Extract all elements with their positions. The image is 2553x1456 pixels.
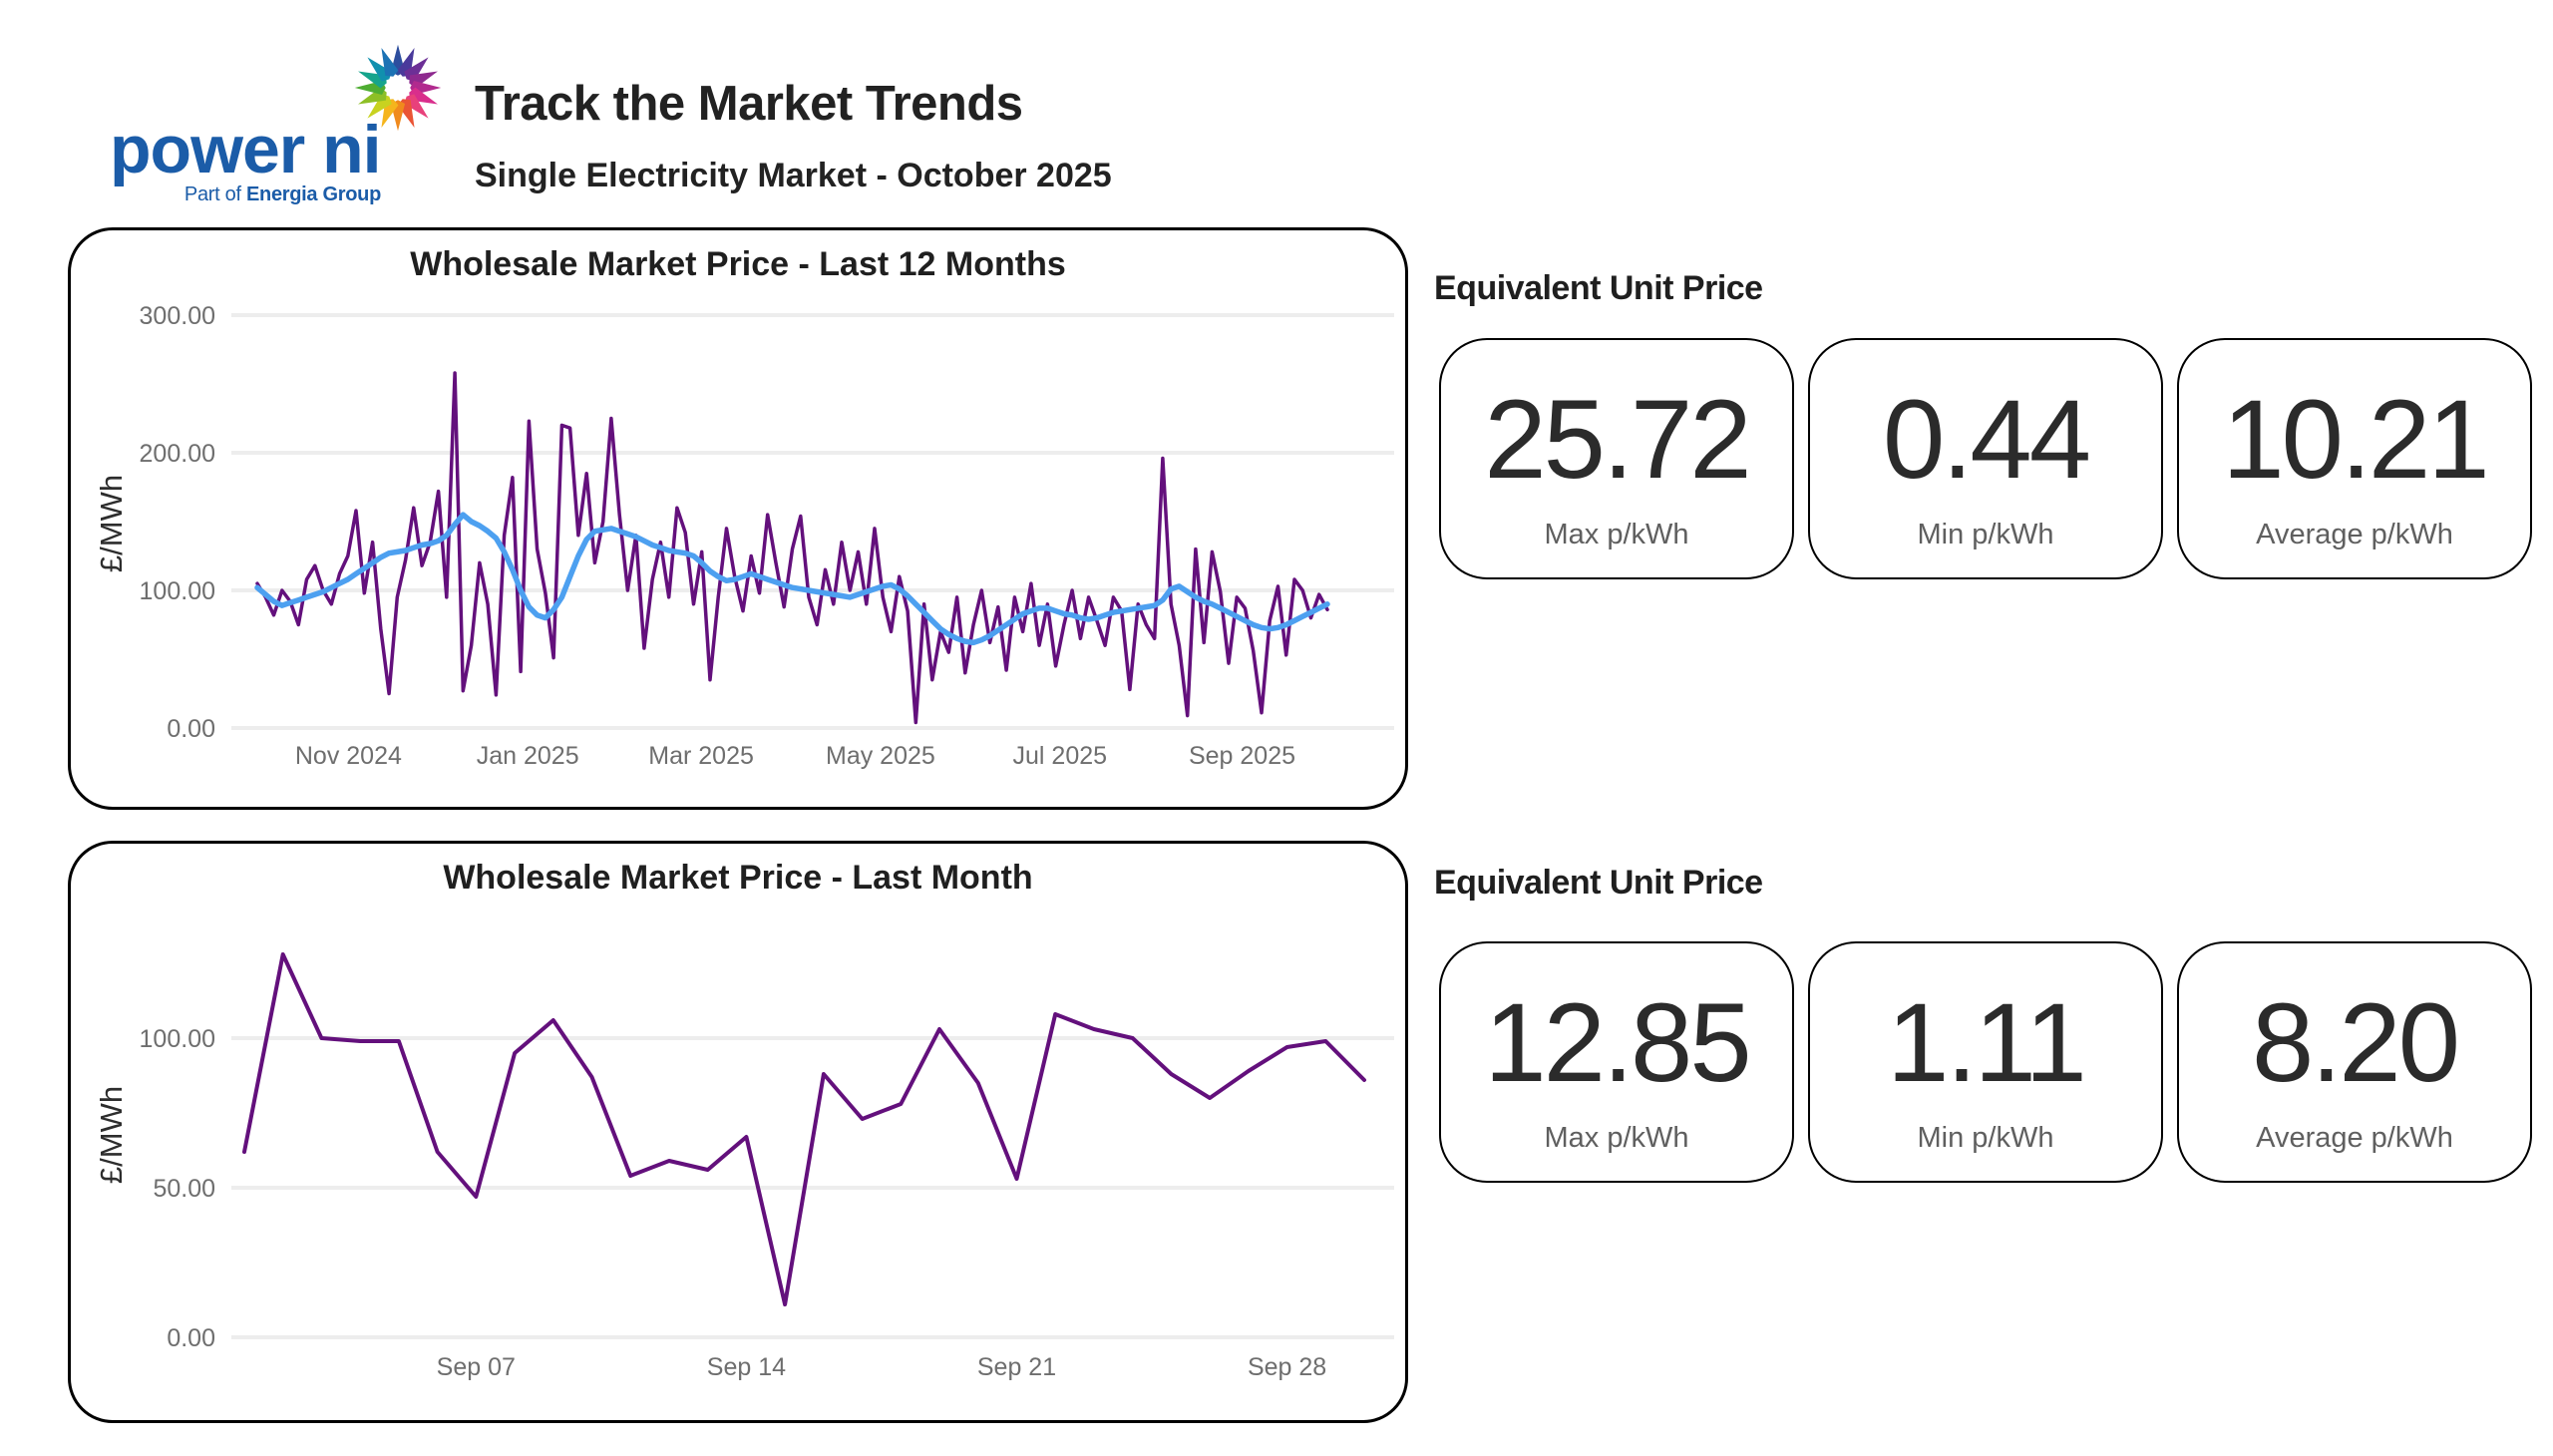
x-axis-tick-label: Sep 07 bbox=[437, 1353, 516, 1381]
stat-value-max-last-month: 12.85 bbox=[1484, 980, 1751, 1105]
stat-label-average-last-month: Average p/kWh bbox=[2256, 1122, 2453, 1154]
y-axis-tick-label: 0.00 bbox=[167, 1324, 215, 1352]
last-12-months-y-axis-title: £/MWh bbox=[94, 474, 129, 573]
x-axis-tick-label: Sep 28 bbox=[1248, 1353, 1326, 1381]
stat-card-average-last-month: 8.20 Average p/kWh bbox=[2177, 941, 2532, 1183]
last-month-chart-title: Wholesale Market Price - Last Month bbox=[443, 859, 1033, 897]
last-month-chart-plot[interactable]: 0.00 50.00 100.00 Sep 07 Sep 14 Sep 21 Sep 28 bbox=[140, 927, 1394, 1381]
series-line bbox=[255, 371, 1329, 725]
stat-card-max-last-month: 12.85 Max p/kWh bbox=[1439, 941, 1794, 1183]
unit-price-heading-last-month: Equivalent Unit Price bbox=[1434, 864, 1763, 902]
y-axis-tick-label: 300.00 bbox=[140, 302, 215, 330]
power-ni-tagline: Part of Energia Group bbox=[183, 183, 381, 205]
series-line bbox=[242, 952, 1366, 1306]
stat-value-average-12-months: 10.21 bbox=[2222, 377, 2489, 502]
x-axis-tick-label: Mar 2025 bbox=[648, 742, 754, 770]
y-axis-tick-label: 50.00 bbox=[153, 1175, 215, 1203]
x-axis-tick-label: Nov 2024 bbox=[295, 742, 402, 770]
stat-label-average-12-months: Average p/kWh bbox=[2256, 519, 2453, 550]
stat-card-max-12-months: 25.72 Max p/kWh bbox=[1439, 338, 1794, 579]
energia-starburst-icon bbox=[354, 44, 442, 132]
stat-label-max-last-month: Max p/kWh bbox=[1544, 1122, 1689, 1154]
series-line bbox=[254, 512, 1330, 646]
last-month-chart-card bbox=[68, 841, 1408, 1423]
stat-card-average-12-months: 10.21 Average p/kWh bbox=[2177, 338, 2532, 579]
x-axis-tick-label: Jul 2025 bbox=[1013, 742, 1108, 770]
x-axis-tick-label: Sep 14 bbox=[707, 1353, 786, 1381]
stat-value-max-12-months: 25.72 bbox=[1484, 377, 1751, 502]
starburst-spike bbox=[381, 48, 399, 77]
y-axis-tick-label: 100.00 bbox=[140, 577, 215, 605]
stat-label-min-12-months: Min p/kWh bbox=[1917, 519, 2054, 550]
stat-label-min-last-month: Min p/kWh bbox=[1917, 1122, 2054, 1154]
page-subtitle: Single Electricity Market - October 2025 bbox=[475, 157, 1112, 194]
stat-card-min-12-months: 0.44 Min p/kWh bbox=[1808, 338, 2163, 579]
x-axis-tick-label: May 2025 bbox=[826, 742, 935, 770]
stat-value-min-12-months: 0.44 bbox=[1883, 377, 2091, 502]
y-axis-tick-label: 200.00 bbox=[140, 440, 215, 468]
x-axis-tick-label: Jan 2025 bbox=[477, 742, 579, 770]
last-12-months-chart-title: Wholesale Market Price - Last 12 Months bbox=[410, 245, 1066, 283]
stat-value-average-last-month: 8.20 bbox=[2252, 980, 2460, 1105]
power-ni-logo-text: power ni bbox=[110, 112, 382, 187]
page-title: Track the Market Trends bbox=[475, 77, 1023, 131]
last-month-y-axis-title: £/MWh bbox=[94, 1085, 129, 1185]
y-axis-tick-label: 0.00 bbox=[167, 715, 215, 743]
stat-value-min-last-month: 1.11 bbox=[1887, 980, 2087, 1105]
x-axis-tick-label: Sep 2025 bbox=[1189, 742, 1295, 770]
stat-card-min-last-month: 1.11 Min p/kWh bbox=[1808, 941, 2163, 1183]
unit-price-heading-12-months: Equivalent Unit Price bbox=[1434, 269, 1763, 307]
stat-label-max-12-months: Max p/kWh bbox=[1544, 519, 1689, 550]
y-axis-tick-label: 100.00 bbox=[140, 1025, 215, 1053]
last-12-months-chart-plot[interactable]: 0.00 100.00 200.00 300.00 Nov 2024 Jan 2025 Ma… bbox=[140, 299, 1394, 770]
x-axis-tick-label: Sep 21 bbox=[977, 1353, 1056, 1381]
last-12-months-chart-card bbox=[68, 227, 1408, 810]
